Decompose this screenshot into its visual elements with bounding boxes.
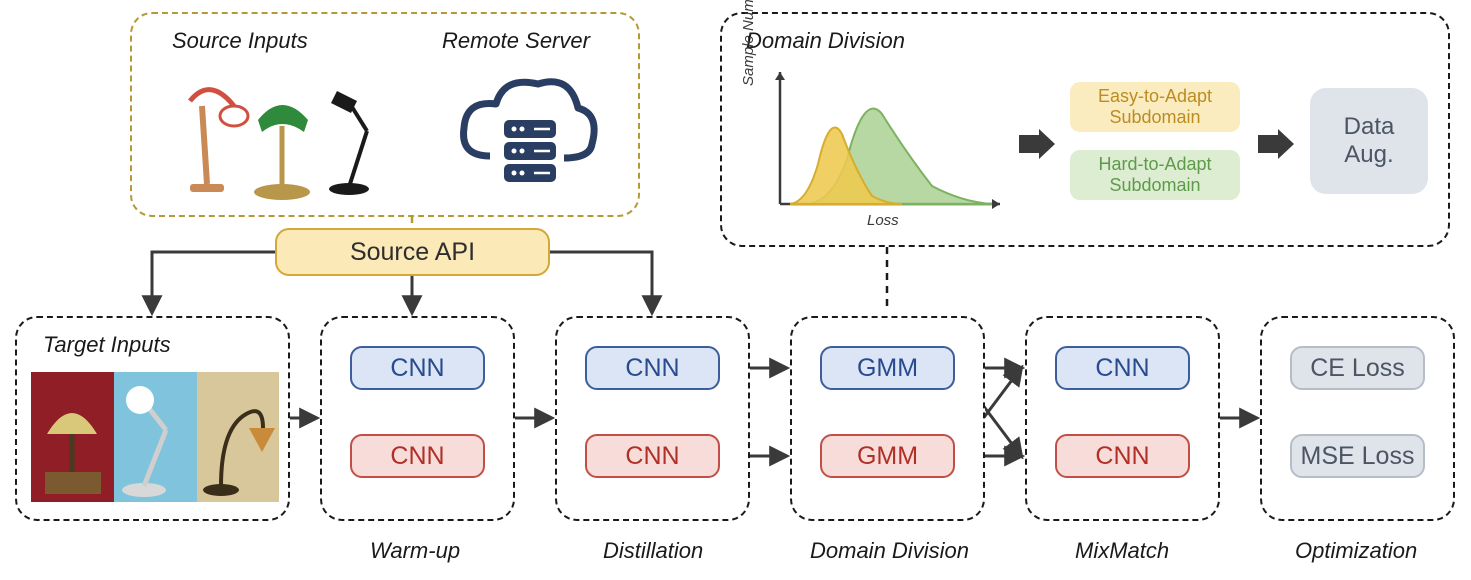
mse-loss-block: MSE Loss: [1290, 434, 1425, 478]
arrow-icon: [1017, 129, 1057, 159]
stage-label-distillation: Distillation: [603, 538, 703, 564]
stage-label-warmup: Warm-up: [370, 538, 460, 564]
source-inputs-label: Source Inputs: [172, 28, 308, 54]
target-lamp-icon: [114, 372, 197, 502]
cloud-server-icon: [452, 66, 602, 196]
chart-ylabel: Sample Num: [740, 0, 757, 86]
gmm-block: GMM: [820, 434, 955, 478]
chart-xlabel: Loss: [867, 212, 899, 229]
target-lamp-icon: [31, 372, 114, 502]
target-inputs-label: Target Inputs: [43, 332, 171, 358]
cnn-block: CNN: [585, 434, 720, 478]
target-images: [31, 372, 279, 502]
stage-label-domain-division: Domain Division: [810, 538, 969, 564]
target-lamp-icon: [197, 372, 279, 502]
data-aug-block: Data Aug.: [1310, 88, 1428, 194]
stage-label-mixmatch: MixMatch: [1075, 538, 1169, 564]
source-box: Source Inputs Remote Server: [130, 12, 640, 217]
cnn-block: CNN: [350, 434, 485, 478]
source-api-block: Source API: [275, 228, 550, 276]
gmm-block: GMM: [820, 346, 955, 390]
stage-label-optimization: Optimization: [1295, 538, 1417, 564]
remote-server-label: Remote Server: [442, 28, 590, 54]
cnn-block: CNN: [1055, 346, 1190, 390]
domain-division-title: Domain Division: [746, 28, 905, 54]
easy-subdomain-badge: Easy-to-Adapt Subdomain: [1070, 82, 1240, 132]
hard-subdomain-badge: Hard-to-Adapt Subdomain: [1070, 150, 1240, 200]
cnn-block: CNN: [585, 346, 720, 390]
arrow-icon: [1256, 129, 1296, 159]
domain-division-panel: Domain Division Sample Num Loss Easy-to-…: [720, 12, 1450, 247]
loss-distribution-chart: [752, 64, 1007, 229]
diagram-canvas: Source Inputs Remote Server: [0, 0, 1471, 580]
source-api-label: Source API: [350, 238, 475, 267]
ce-loss-block: CE Loss: [1290, 346, 1425, 390]
target-inputs-box: Target Inputs: [15, 316, 290, 521]
cnn-block: CNN: [1055, 434, 1190, 478]
source-lamps-icon: [152, 66, 392, 201]
cnn-block: CNN: [350, 346, 485, 390]
